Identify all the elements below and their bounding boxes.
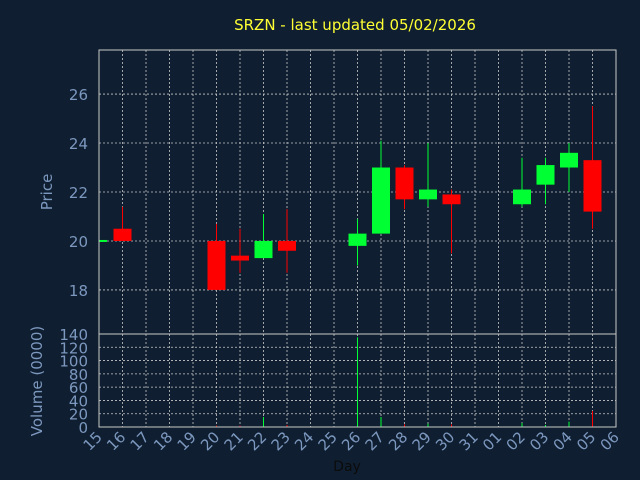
x-tick-label: 04: [550, 428, 576, 454]
x-tick-label: 06: [597, 428, 623, 454]
x-tick-label: 20: [197, 428, 223, 454]
x-tick-label: 22: [244, 428, 270, 454]
x-tick-label: 23: [268, 428, 294, 454]
volume-tick-label: 140: [59, 326, 88, 344]
x-tick-label: 25: [315, 428, 341, 454]
volume-panel-frame: [98, 333, 617, 428]
x-axis-label: Day: [333, 459, 361, 475]
x-tick-label: 02: [503, 428, 529, 454]
volume-tick-label: 0: [78, 419, 88, 437]
x-tick-label: 03: [526, 428, 552, 454]
volume-axis-label: Volume (0000): [28, 326, 46, 436]
candle: [513, 157, 531, 207]
candle-body: [419, 189, 437, 200]
volume-tick-label: 60: [69, 379, 88, 397]
candle-body: [348, 233, 367, 246]
candle-body: [536, 165, 555, 185]
x-tick-label: 29: [409, 428, 435, 454]
candle-body: [513, 189, 531, 205]
x-tick-label: 05: [573, 428, 599, 454]
candle-body: [372, 167, 390, 234]
price-tick-label: 22: [69, 184, 88, 202]
candle: [536, 157, 555, 205]
candle: [442, 189, 461, 254]
candle-body: [231, 255, 249, 261]
candle: [113, 206, 132, 241]
volume-tick-label: 120: [59, 339, 88, 357]
candle-body: [395, 167, 414, 200]
candle: [419, 143, 437, 207]
x-tick-label: 28: [385, 428, 411, 454]
x-tick-label: 27: [362, 428, 388, 454]
candle-body: [560, 152, 578, 168]
price-tick-label: 26: [69, 86, 88, 104]
price-candles: [99, 106, 602, 290]
volume-tick-label: 80: [69, 366, 88, 384]
candle-body: [113, 228, 132, 241]
x-tick-label: 17: [127, 428, 153, 454]
price-tick-label: 24: [69, 135, 88, 153]
x-tick-label: 24: [291, 428, 317, 454]
candle: [583, 106, 602, 229]
volume-tick-label: 20: [69, 406, 88, 424]
volume-tick-label: 100: [59, 353, 88, 371]
candle: [395, 165, 414, 210]
x-tick-label: 31: [456, 428, 482, 454]
candle: [372, 140, 390, 234]
x-tick-label: 30: [432, 428, 458, 454]
candle-body: [207, 240, 226, 290]
candle-body: [254, 240, 273, 259]
candle-body: [442, 194, 461, 205]
x-tick-label: 21: [221, 428, 247, 454]
price-tick-label: 20: [69, 233, 88, 251]
price-tick-label: 18: [69, 282, 88, 300]
candle-body: [278, 240, 296, 251]
chart-axes: 1820222426020406080100120140151617181920…: [59, 49, 623, 454]
x-tick-label: 01: [479, 428, 505, 454]
x-tick-label: 18: [150, 428, 176, 454]
price-axis-label: Price: [38, 174, 56, 211]
x-tick-label: 26: [338, 428, 364, 454]
candle: [278, 209, 296, 273]
x-tick-label: 19: [174, 428, 200, 454]
candle: [348, 218, 367, 266]
x-tick-label: 16: [103, 428, 129, 454]
candle: [254, 214, 273, 259]
candle-body: [583, 160, 602, 212]
volume-tick-label: 40: [69, 392, 88, 410]
chart-title: SRZN - last updated 05/02/2026: [234, 16, 476, 34]
candle: [207, 223, 226, 290]
price-grid: [99, 50, 616, 334]
candle: [231, 228, 249, 273]
candle: [560, 143, 578, 192]
